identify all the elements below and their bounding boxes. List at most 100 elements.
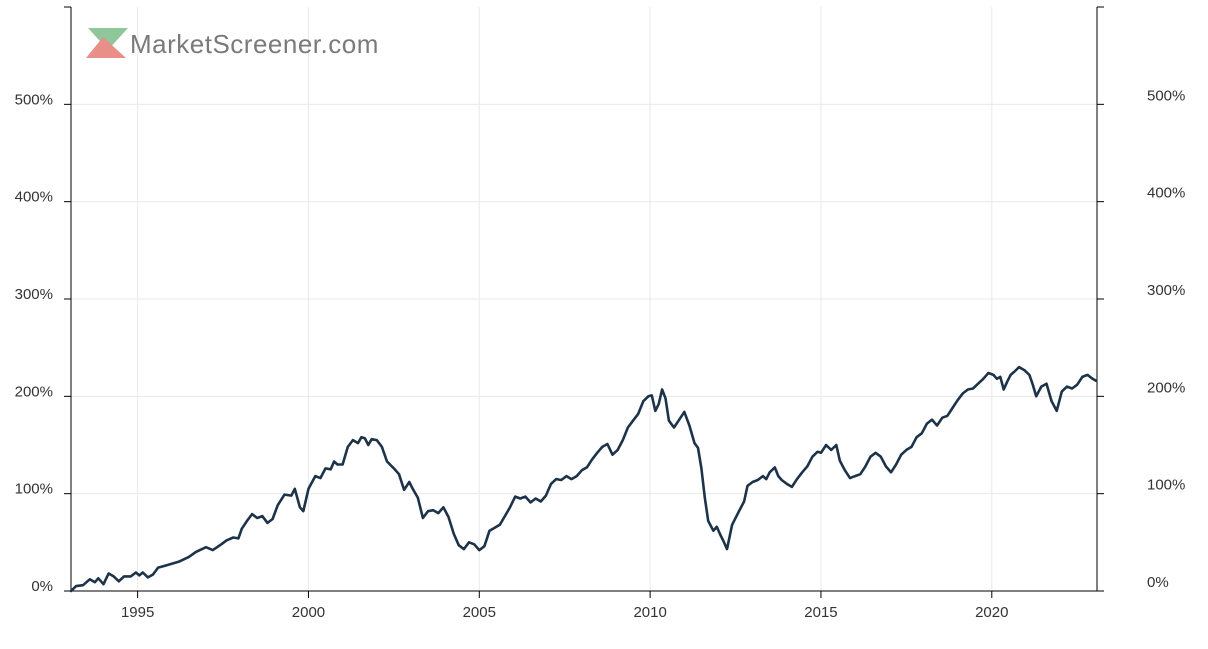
data-point — [336, 463, 339, 466]
marketscreener-logo: MarketScreener.com — [86, 28, 378, 59]
data-point — [212, 549, 214, 551]
data-point — [261, 515, 264, 517]
data-point — [716, 526, 718, 528]
data-point — [164, 564, 166, 567]
data-point — [683, 411, 686, 413]
data-point — [731, 524, 733, 526]
data-point — [499, 524, 501, 526]
data-point — [97, 577, 100, 580]
data-point — [704, 496, 706, 499]
data-point — [347, 446, 349, 448]
x-tick-label: 2000 — [292, 604, 325, 621]
data-point — [936, 424, 938, 427]
y-tick-label-left: 0% — [31, 578, 53, 595]
data-point — [565, 475, 568, 477]
data-point — [514, 495, 516, 498]
data-point — [806, 465, 809, 468]
data-point — [324, 467, 327, 470]
data-point — [1055, 410, 1058, 412]
y-tick-label-left: 500% — [15, 91, 53, 108]
data-point — [135, 571, 137, 574]
data-point — [664, 397, 667, 400]
data-point — [138, 574, 141, 577]
data-point — [294, 488, 296, 490]
series-line — [69, 365, 1098, 593]
data-point — [302, 510, 305, 512]
data-point — [900, 453, 902, 456]
data-point — [751, 481, 754, 483]
data-point — [726, 548, 728, 550]
data-point — [266, 522, 269, 524]
data-point — [712, 529, 715, 532]
data-point — [157, 566, 159, 569]
data-point — [820, 452, 822, 454]
x-tick-label: 2020 — [975, 604, 1008, 621]
data-point — [869, 455, 872, 458]
data-point — [1076, 383, 1078, 386]
data-point — [816, 451, 819, 453]
data-point — [194, 551, 197, 553]
data-point — [534, 497, 537, 500]
data-point — [1095, 380, 1097, 382]
data-point — [601, 446, 604, 448]
data-point — [987, 372, 990, 374]
y-tick-label-left: 100% — [15, 481, 53, 498]
data-point — [314, 475, 317, 477]
data-point — [427, 510, 429, 512]
data-point — [177, 561, 180, 563]
data-point — [411, 488, 414, 490]
data-point — [977, 382, 979, 385]
data-point — [442, 506, 445, 509]
data-point — [654, 410, 657, 412]
data-point — [673, 426, 675, 429]
data-point — [757, 479, 759, 481]
data-point — [632, 419, 634, 422]
data-point — [780, 479, 783, 481]
data-point — [478, 549, 481, 551]
series-points — [70, 366, 1097, 592]
x-tick-label: 2015 — [804, 604, 837, 621]
data-point — [94, 581, 96, 583]
data-point — [307, 488, 310, 490]
data-point — [458, 544, 460, 547]
data-point — [777, 475, 780, 477]
logo-red-triangle — [86, 37, 126, 58]
data-point — [719, 533, 721, 536]
data-point — [786, 483, 788, 485]
data-point — [188, 556, 190, 558]
data-point — [738, 510, 740, 512]
data-point — [437, 512, 440, 514]
data-point — [722, 540, 725, 543]
y-tick-label-left: 200% — [15, 383, 53, 400]
data-point — [1091, 378, 1094, 380]
data-point — [1006, 380, 1008, 383]
data-point — [488, 529, 491, 532]
data-point — [762, 475, 764, 477]
data-point — [581, 469, 583, 472]
data-point — [591, 458, 593, 461]
y-tick-label-right: 400% — [1147, 185, 1185, 202]
data-point — [700, 467, 703, 470]
data-point — [890, 471, 892, 474]
data-point — [627, 426, 629, 429]
data-point — [825, 444, 827, 446]
data-point — [560, 479, 563, 481]
data-point — [1018, 366, 1020, 368]
data-point — [357, 442, 359, 444]
data-point — [509, 506, 511, 509]
tick-labels: 0% 0% 100% 100% 200% 200% 300% 300% 400% 400% 500%… — [15, 87, 1186, 621]
data-point — [251, 513, 253, 515]
data-point — [1066, 385, 1068, 388]
data-point — [849, 477, 851, 479]
data-point — [130, 575, 132, 578]
data-point — [171, 562, 173, 565]
data-point — [616, 449, 619, 451]
data-point — [107, 572, 110, 575]
data-point — [642, 400, 645, 403]
data-point — [376, 439, 378, 441]
data-point — [276, 504, 279, 507]
data-point — [796, 478, 798, 480]
y-tick-label-right: 500% — [1147, 87, 1185, 104]
data-point — [299, 506, 301, 509]
